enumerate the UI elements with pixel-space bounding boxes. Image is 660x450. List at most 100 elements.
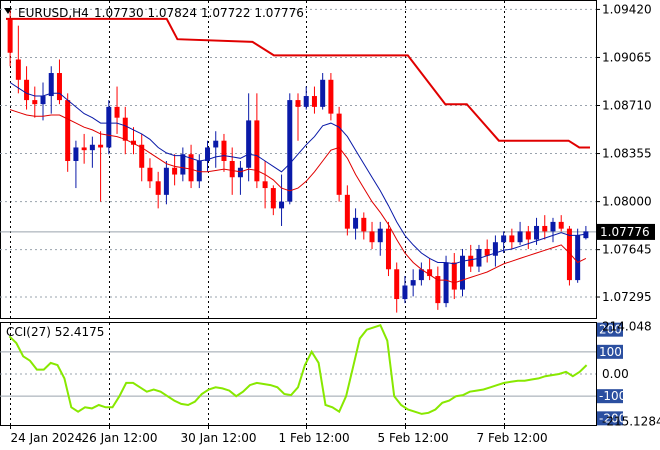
candle-bull[interactable] xyxy=(180,154,186,175)
candle-bull[interactable] xyxy=(163,167,169,195)
candle-bull[interactable] xyxy=(492,242,498,256)
candle-bear[interactable] xyxy=(130,140,136,145)
candle-bull[interactable] xyxy=(279,201,285,209)
candle-bull[interactable] xyxy=(196,161,202,182)
candle-bear[interactable] xyxy=(7,18,13,53)
candle-bear[interactable] xyxy=(147,167,153,182)
candle-bear[interactable] xyxy=(369,231,375,243)
candle-bear[interactable] xyxy=(155,181,161,195)
candle-bull[interactable] xyxy=(550,221,556,232)
candle-bull[interactable] xyxy=(377,228,383,243)
candle-bull[interactable] xyxy=(205,147,211,161)
price-chart[interactable] xyxy=(6,9,590,313)
candle-bull[interactable] xyxy=(501,235,507,243)
candle-bull[interactable] xyxy=(460,255,466,290)
candle-bull[interactable] xyxy=(40,96,46,105)
cci-level-tag-label: 100 xyxy=(599,345,622,359)
candle-bull[interactable] xyxy=(106,106,112,148)
candle-bear[interactable] xyxy=(435,276,441,304)
candle-bear[interactable] xyxy=(295,100,301,107)
candle-bull[interactable] xyxy=(402,285,408,300)
price-tick-label: 1.08355 xyxy=(602,147,652,161)
candle-bear[interactable] xyxy=(122,117,128,141)
candle-bear[interactable] xyxy=(484,248,490,256)
candle-bear[interactable] xyxy=(394,269,400,300)
cci-label: CCI(27) 52.4175 xyxy=(6,325,104,339)
candle-bull[interactable] xyxy=(48,73,54,97)
cci-tick-label: 0.00 xyxy=(602,367,629,381)
candle-bear[interactable] xyxy=(328,79,334,114)
time-tick-label: 1 Feb 12:00 xyxy=(279,431,350,445)
grid-layer xyxy=(0,0,597,426)
price-axis: 1.09420 1.09065 1.08710 1.08355 1.08000 1.076… xyxy=(596,2,660,429)
candle-bear[interactable] xyxy=(65,100,71,161)
main-pane-frame xyxy=(0,0,597,319)
candle-bull[interactable] xyxy=(246,120,252,168)
candle-bear[interactable] xyxy=(311,96,317,107)
time-tick-label: 7 Feb 12:00 xyxy=(477,431,548,445)
time-tick-label: 24 Jan 2024 xyxy=(11,431,83,445)
candle-bear[interactable] xyxy=(451,262,457,290)
cci-line[interactable] xyxy=(8,323,588,415)
collapse-arrow-icon[interactable] xyxy=(4,8,12,14)
candle-bull[interactable] xyxy=(73,147,79,161)
candle-bear[interactable] xyxy=(566,228,572,281)
candle-bear[interactable] xyxy=(254,120,260,182)
candle-bull[interactable] xyxy=(303,96,309,107)
candle-bull[interactable] xyxy=(410,280,416,286)
candle-bear[interactable] xyxy=(98,144,104,148)
price-tick-label: 1.08710 xyxy=(602,99,652,113)
price-tick-label: 1.07295 xyxy=(602,290,652,304)
current-price-label: 1.07776 xyxy=(600,225,650,239)
candle-bull[interactable] xyxy=(476,248,482,267)
candle-bear[interactable] xyxy=(336,113,342,195)
candle-bear[interactable] xyxy=(525,231,531,240)
candle-bear[interactable] xyxy=(172,167,178,175)
cci-level-tag-label: -200 xyxy=(599,411,626,425)
cci-level-tag-label: 200 xyxy=(599,323,622,337)
cci-level-tag xyxy=(597,344,623,359)
candle-bear[interactable] xyxy=(229,161,235,178)
candle-bear[interactable] xyxy=(139,144,145,168)
candle-bull[interactable] xyxy=(320,79,326,107)
candle-bear[interactable] xyxy=(56,73,62,101)
price-tick-label: 1.08000 xyxy=(602,195,652,209)
candle-bear[interactable] xyxy=(542,225,548,232)
cci-indicator[interactable] xyxy=(8,323,588,415)
candle-bull[interactable] xyxy=(213,140,219,148)
candle-bull[interactable] xyxy=(287,100,293,202)
price-tick-label: 1.09065 xyxy=(602,50,652,64)
candle-bear[interactable] xyxy=(15,59,21,80)
candle-bear[interactable] xyxy=(81,147,87,151)
current-price-tag xyxy=(597,223,655,240)
price-tick-label: 1.09420 xyxy=(602,2,652,16)
candle-bear[interactable] xyxy=(188,154,194,182)
candle-bear[interactable] xyxy=(344,194,350,229)
cci-tick-label: -215.1284 xyxy=(602,415,660,429)
candle-bear[interactable] xyxy=(24,79,30,101)
slow-moving-average xyxy=(9,109,587,284)
candle-bear[interactable] xyxy=(427,269,433,277)
cci-tick-label: 214.048 xyxy=(602,320,652,334)
candle-bull[interactable] xyxy=(443,262,449,304)
candle-bear[interactable] xyxy=(270,188,276,209)
candle-bear[interactable] xyxy=(361,217,367,232)
candle-bull[interactable] xyxy=(89,144,95,151)
candle-bull[interactable] xyxy=(353,217,359,229)
candle-bear[interactable] xyxy=(114,106,120,118)
candle-bear[interactable] xyxy=(558,221,564,229)
candle-bear[interactable] xyxy=(468,255,474,267)
candle-bear[interactable] xyxy=(221,140,227,161)
cci-level-tag xyxy=(597,411,623,426)
candle-bear[interactable] xyxy=(509,235,515,243)
candle-bull[interactable] xyxy=(583,231,589,239)
candle-bear[interactable] xyxy=(32,100,38,105)
candle-bear[interactable] xyxy=(262,181,268,189)
candle-bull[interactable] xyxy=(534,225,540,240)
candle-bull[interactable] xyxy=(517,231,523,243)
candle-bull[interactable] xyxy=(575,235,581,281)
candle-bull[interactable] xyxy=(237,167,243,178)
candle-bull[interactable] xyxy=(418,269,424,281)
candle-bear[interactable] xyxy=(385,228,391,270)
